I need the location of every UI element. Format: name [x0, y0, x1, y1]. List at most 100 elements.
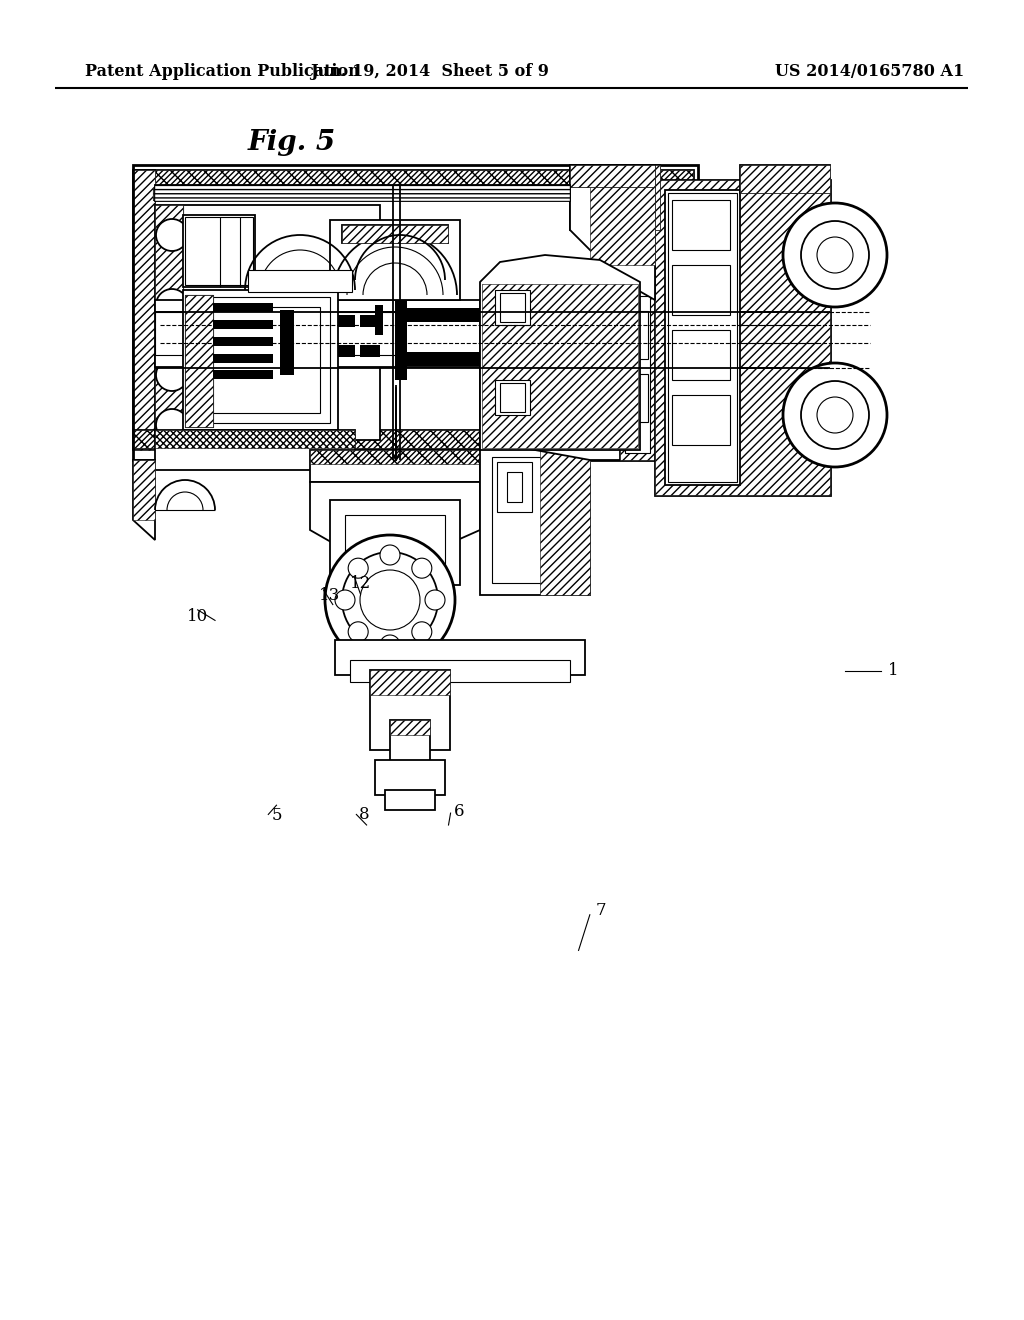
Polygon shape: [133, 459, 155, 540]
Bar: [155, 430, 355, 470]
Bar: [350, 660, 570, 682]
Bar: [395, 308, 515, 322]
Bar: [155, 205, 183, 440]
Bar: [185, 294, 213, 426]
Circle shape: [817, 238, 853, 273]
Bar: [627, 312, 648, 359]
Polygon shape: [570, 165, 655, 300]
Bar: [590, 165, 655, 265]
Circle shape: [601, 294, 629, 322]
Circle shape: [342, 552, 438, 648]
Bar: [627, 374, 648, 422]
Bar: [155, 312, 710, 355]
Text: 6: 6: [454, 804, 464, 820]
Bar: [665, 190, 740, 484]
Text: Fig. 5: Fig. 5: [248, 129, 336, 156]
Bar: [507, 473, 522, 502]
Bar: [335, 640, 585, 675]
Bar: [133, 430, 693, 447]
Bar: [213, 370, 273, 379]
Circle shape: [156, 289, 188, 321]
Bar: [740, 165, 830, 193]
Bar: [183, 290, 338, 430]
Bar: [620, 230, 655, 459]
Bar: [213, 354, 273, 363]
Text: 13: 13: [319, 587, 340, 603]
Bar: [213, 304, 273, 312]
Bar: [345, 515, 445, 570]
Bar: [155, 185, 570, 201]
Bar: [155, 205, 183, 440]
Bar: [370, 671, 450, 696]
Bar: [155, 205, 380, 440]
Text: Jun. 19, 2014  Sheet 5 of 9: Jun. 19, 2014 Sheet 5 of 9: [310, 63, 550, 81]
Text: 7: 7: [596, 903, 606, 919]
Bar: [390, 719, 430, 780]
Bar: [133, 170, 693, 187]
Circle shape: [156, 409, 188, 441]
Bar: [627, 248, 648, 296]
Bar: [672, 395, 730, 445]
Bar: [133, 459, 155, 520]
Text: 1: 1: [888, 663, 898, 678]
Bar: [183, 215, 255, 286]
Bar: [133, 170, 155, 450]
Bar: [497, 462, 532, 512]
Circle shape: [425, 590, 445, 610]
Bar: [620, 230, 655, 459]
Bar: [672, 330, 730, 380]
Circle shape: [156, 359, 188, 391]
Bar: [342, 224, 449, 243]
Bar: [495, 380, 530, 414]
Bar: [248, 271, 352, 292]
Bar: [480, 310, 640, 440]
Bar: [330, 345, 355, 356]
Bar: [280, 310, 294, 375]
Circle shape: [783, 363, 887, 467]
Bar: [672, 265, 730, 315]
Bar: [190, 297, 330, 422]
Bar: [290, 348, 308, 372]
Circle shape: [325, 535, 455, 665]
Bar: [213, 319, 273, 329]
Bar: [310, 308, 332, 322]
Bar: [570, 165, 655, 187]
Circle shape: [380, 545, 400, 565]
Bar: [668, 193, 737, 482]
Bar: [155, 430, 355, 447]
Circle shape: [380, 635, 400, 655]
Text: 5: 5: [271, 808, 282, 824]
Bar: [375, 760, 445, 795]
Bar: [330, 315, 355, 327]
Bar: [155, 355, 705, 367]
Circle shape: [783, 203, 887, 308]
Bar: [133, 170, 693, 187]
Bar: [655, 180, 830, 495]
Text: Patent Application Publication: Patent Application Publication: [85, 63, 359, 81]
Bar: [655, 180, 830, 495]
Bar: [200, 308, 319, 413]
Bar: [570, 165, 655, 187]
Bar: [395, 294, 407, 380]
Bar: [395, 352, 515, 366]
Bar: [360, 315, 380, 327]
Bar: [375, 305, 383, 335]
Bar: [390, 719, 430, 735]
Bar: [570, 165, 660, 230]
Bar: [500, 293, 525, 322]
Bar: [310, 450, 480, 465]
Text: 10: 10: [187, 609, 208, 624]
Bar: [155, 300, 705, 312]
Bar: [495, 290, 530, 325]
Bar: [625, 235, 650, 453]
Bar: [500, 383, 525, 412]
Text: 12: 12: [350, 576, 371, 591]
Text: US 2014/0165780 A1: US 2014/0165780 A1: [775, 63, 965, 81]
Bar: [540, 445, 590, 595]
Circle shape: [801, 381, 869, 449]
Bar: [155, 185, 570, 201]
Bar: [360, 345, 380, 356]
Bar: [330, 220, 460, 300]
Bar: [482, 284, 638, 447]
Circle shape: [348, 622, 369, 642]
